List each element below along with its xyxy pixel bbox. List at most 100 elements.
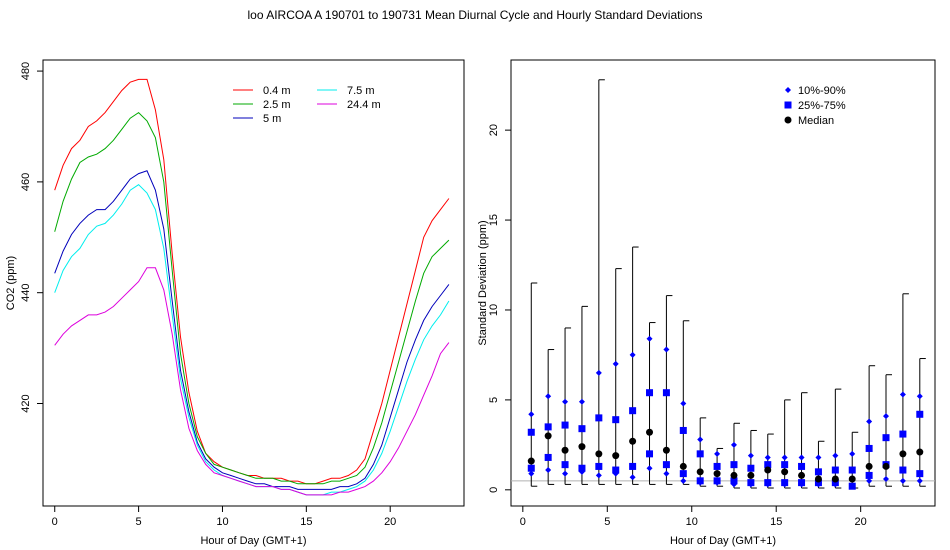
co2-x-ticks: 0 5 10 15 20 [52,506,396,528]
std-square-marker-low [916,470,924,478]
std-circle-marker [798,471,806,479]
std-square-marker-high [527,428,535,436]
std-y-tick-label: 15 [488,214,500,226]
co2-x-tick-label: 0 [52,516,58,528]
std-diamond-marker-low [646,465,653,472]
co2-legend-label: 0.4 m [263,85,291,97]
std-diamond-marker-high [815,454,822,461]
std-square-marker-low [764,479,772,487]
co2-series-line-1 [54,111,450,485]
std-x-axis-label: Hour of Day (GMT+1) [670,535,776,547]
std-diamond-marker-high [578,398,585,405]
co2-series-line-3 [54,184,450,496]
std-diamond-marker-high [747,452,754,459]
std-diamond-marker-high [916,393,923,400]
co2-x-axis-label: Hour of Day (GMT+1) [200,535,306,547]
std-diamond-marker-high [612,360,619,367]
std-markers [527,335,924,490]
std-square-marker-high [679,426,687,434]
std-circle-marker [679,462,687,470]
std-x-ticks: 0 5 10 15 20 [520,506,867,528]
std-dev-chart: 0 5 10 15 20 0 5 10 15 20 Hour of Day (GMT+1) St… [477,59,936,547]
co2-y-tick-label: 440 [20,284,32,302]
std-circle-marker [561,446,569,454]
std-square-marker-low [646,450,654,458]
std-square-marker-low [730,477,738,485]
co2-series-line-0 [54,78,450,485]
std-y-tick-label: 10 [488,304,500,316]
std-square-marker-high [578,425,586,433]
std-diamond-marker-low [899,477,906,484]
std-plot-frame [510,59,936,507]
co2-y-tick-label: 420 [20,394,32,412]
std-square-marker-low [578,464,586,472]
std-square-marker-high [646,389,654,397]
chart-title: loo AIRCOA A 190701 to 190731 Mean Diurn… [248,8,703,22]
std-square-marker-low [629,462,637,470]
std-y-tick-label: 5 [488,397,500,403]
co2-plot-frame [42,59,465,507]
std-range-whiskers [530,79,926,489]
std-square-marker-high [848,466,856,474]
co2-series-line-4 [54,267,450,496]
std-square-marker-low [848,482,856,490]
std-legend: 10%-90% 25%-75% Median [784,85,846,127]
std-square-marker-high [831,466,839,474]
co2-legend-label: 24.4 m [347,99,381,111]
std-diamond-marker-low [663,470,670,477]
std-circle-marker [814,475,822,483]
std-legend-label: 25%-75% [798,100,846,112]
std-circle-marker [781,468,789,476]
std-circle-marker [916,448,924,456]
std-square-marker-high [713,462,721,470]
std-circle-marker [662,446,670,454]
std-diamond-marker-high [883,413,890,420]
std-square-marker-high [882,434,890,442]
std-square-marker-high [696,450,704,458]
co2-legend: 0.4 m 2.5 m 5 m 7.5 m 24.4 m [233,85,381,125]
std-diamond-marker-high [764,454,771,461]
std-circle-marker [848,475,856,483]
std-diamond-marker-high [832,452,839,459]
std-diamond-marker-high [798,454,805,461]
std-diamond-marker-low [629,474,636,481]
std-diamond-marker-high [545,393,552,400]
std-diamond-marker-high [899,391,906,398]
std-diamond-marker-high [866,418,873,425]
std-square-marker-high [561,421,569,429]
std-x-tick-label: 20 [855,516,867,528]
co2-x-tick-label: 20 [384,516,396,528]
std-y-ticks: 0 5 10 15 20 [488,124,511,493]
std-diamond-marker-low [680,477,687,484]
std-diamond-marker-high [562,398,569,405]
std-legend-marker [784,101,792,109]
std-square-marker-high [899,430,907,438]
co2-diurnal-chart: 0 5 10 15 20 420 440 460 480 Hour of Day (GMT+1… [5,59,465,547]
std-diamond-marker-high [697,436,704,443]
std-square-marker-low [679,470,687,478]
std-diamond-marker-high [849,450,856,457]
std-circle-marker [696,468,704,476]
std-square-marker-low [561,461,569,469]
std-square-marker-high [612,416,620,424]
std-square-marker-low [831,479,839,487]
co2-x-tick-label: 10 [216,516,228,528]
std-square-marker-high [595,414,603,422]
co2-series-lines [54,78,450,496]
co2-legend-label: 2.5 m [263,99,291,111]
std-circle-marker [595,450,603,458]
std-square-marker-low [781,479,789,487]
std-circle-marker [527,457,535,465]
std-circle-marker [865,462,873,470]
std-square-marker-low [696,477,704,485]
std-diamond-marker-high [714,450,721,457]
std-diamond-marker-low [595,472,602,479]
co2-legend-label: 5 m [263,113,281,125]
std-diamond-marker-high [629,351,636,358]
std-circle-marker [747,471,755,479]
std-diamond-marker-high [781,454,788,461]
std-square-marker-high [798,462,806,470]
std-square-marker-high [629,407,637,415]
co2-y-ticks: 420 440 460 480 [20,62,43,413]
std-diamond-marker-high [680,400,687,407]
